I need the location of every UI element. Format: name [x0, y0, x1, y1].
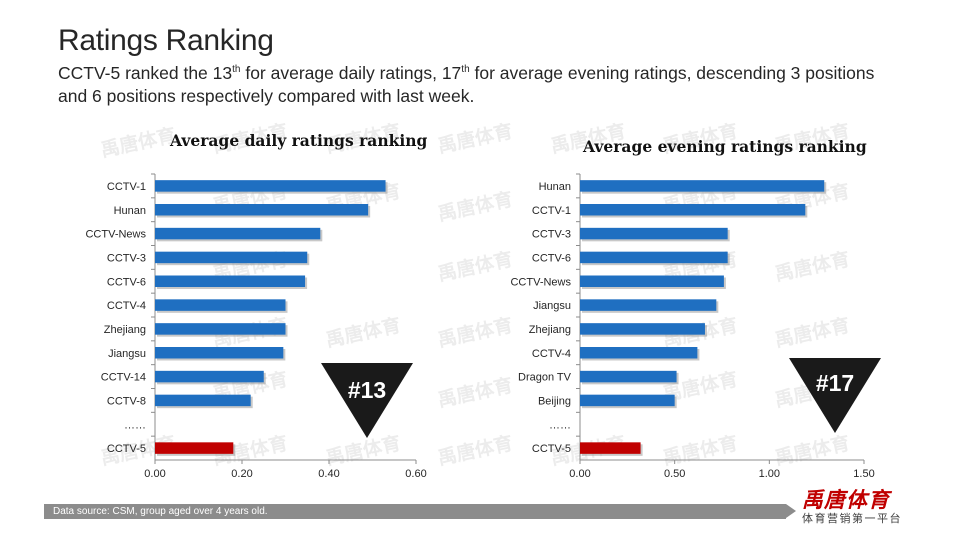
daily-x-tick-label: 0.40 [318, 468, 339, 480]
daily-category-label: CCTV-3 [107, 252, 146, 264]
page-title: Ratings Ranking [58, 24, 274, 57]
evening-x-tick-label: 0.00 [569, 468, 590, 480]
daily-category-label: Hunan [114, 205, 146, 217]
daily-x-tick-label: 0.60 [405, 468, 426, 480]
daily-bar [155, 299, 286, 311]
evening-bar-highlight [580, 442, 641, 454]
evening-rank-badge: #17 [789, 358, 881, 433]
daily-bar [155, 394, 251, 407]
evening-category-label: …… [549, 419, 571, 431]
daily-category-label: …… [124, 419, 146, 431]
daily-category-label: CCTV-5 [107, 443, 146, 455]
daily-category-label: CCTV-1 [107, 181, 146, 193]
footer-source: Data source: CSM, group aged over 4 year… [53, 506, 268, 517]
evening-x-tick-label: 1.00 [759, 468, 780, 480]
subtitle-sup-2: th [461, 64, 470, 76]
evening-bar [580, 275, 724, 287]
daily-bar-highlight [155, 442, 234, 454]
brand-tagline: 体育营销第一平台 [802, 512, 902, 525]
daily-bar [155, 323, 286, 335]
daily-chart-title: Average daily ratings ranking [170, 131, 428, 150]
daily-rank-badge: #13 [321, 363, 413, 438]
daily-category-label: CCTV-14 [101, 372, 146, 384]
evening-bar [580, 227, 728, 240]
evening-category-label: CCTV-4 [532, 348, 571, 360]
daily-bar [155, 347, 284, 359]
daily-bar [155, 180, 386, 192]
evening-bar [580, 251, 728, 264]
evening-bar [580, 323, 705, 335]
evening-bar [580, 180, 825, 192]
daily-bar [155, 227, 321, 240]
daily-bar [155, 204, 369, 216]
evening-category-label: CCTV-6 [532, 252, 571, 264]
evening-bar [580, 299, 717, 311]
daily-bar [155, 251, 308, 264]
footer-bar [44, 504, 786, 519]
daily-category-label: CCTV-8 [107, 395, 146, 407]
daily-x-tick-label: 0.00 [144, 468, 165, 480]
evening-category-label: Hunan [539, 181, 571, 193]
daily-bar [155, 370, 264, 383]
daily-category-label: CCTV-News [85, 229, 146, 241]
evening-category-label: CCTV-1 [532, 205, 571, 217]
evening-category-label: CCTV-News [510, 276, 571, 288]
subtitle-sup-1: th [232, 64, 241, 76]
subtitle-part-2: for average daily ratings, 17 [240, 63, 462, 83]
subtitle-part-3: for average evening ratings, descending … [58, 63, 875, 106]
subtitle-part-1: CCTV-5 ranked the 13 [58, 63, 233, 83]
brand-logo: 禹唐体育 [802, 488, 890, 512]
evening-rank-badge-label: #17 [816, 370, 854, 396]
daily-category-label: CCTV-6 [107, 276, 146, 288]
daily-rank-badge-label: #13 [348, 377, 386, 403]
evening-bar [580, 394, 675, 407]
evening-category-label: CCTV-3 [532, 229, 571, 241]
evening-category-label: Dragon TV [518, 372, 572, 384]
evening-bar [580, 370, 677, 383]
daily-category-label: CCTV-4 [107, 300, 146, 312]
daily-x-tick-label: 0.20 [231, 468, 252, 480]
evening-chart-title: Average evening ratings ranking [583, 137, 867, 156]
evening-x-tick-label: 1.50 [853, 468, 874, 480]
evening-x-tick-label: 0.50 [664, 468, 685, 480]
evening-category-label: Zhejiang [529, 324, 571, 336]
page-subtitle: CCTV-5 ranked the 13th for average daily… [58, 62, 878, 108]
daily-bar [155, 275, 306, 287]
evening-category-label: Beijing [538, 395, 571, 407]
evening-bar [580, 204, 806, 216]
evening-rank-badge-triangle [789, 358, 881, 433]
evening-bar [580, 347, 698, 359]
evening-category-label: Jiangsu [533, 300, 571, 312]
daily-category-label: Jiangsu [108, 348, 146, 360]
daily-category-label: Zhejiang [104, 324, 146, 336]
daily-rank-badge-triangle [321, 363, 413, 438]
footer-arrow [786, 504, 796, 518]
evening-category-label: CCTV-5 [532, 443, 571, 455]
